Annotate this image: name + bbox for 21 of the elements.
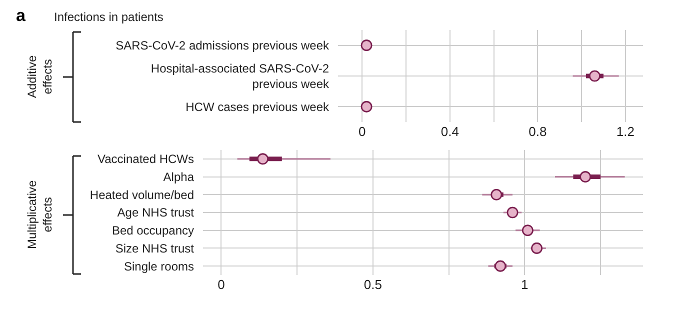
y-tick-label: HCW cases previous week (186, 100, 330, 114)
text: a (16, 6, 26, 25)
x-tick-label: 1.2 (616, 124, 634, 139)
y-tick-label: Heated volume/bed (90, 188, 194, 202)
y-tick-label: Size NHS trust (115, 241, 195, 256)
y-tick-label: Bed occupancy (112, 224, 194, 238)
y-tick-label: SARS-CoV-2 admissions previous week (116, 38, 330, 53)
y-tick-label: Vaccinated HCWs (98, 152, 194, 166)
x-tick-label: 0.5 (364, 277, 382, 292)
y-axis-title: Multiplicative effects (25, 180, 55, 249)
y-tick-label: Age NHS trust (117, 206, 195, 220)
x-tick-label: 1 (521, 277, 528, 292)
x-tick-label: 0.8 (528, 124, 547, 139)
x-tick-label: 0 (358, 124, 366, 139)
y-tick-label: Hospital-associated SARS-CoV-2 previous week (150, 61, 330, 91)
y-tick-label: Single rooms (124, 259, 194, 274)
x-tick-label: 0.4 (440, 124, 459, 139)
y-axis-title: Additive effects (25, 54, 55, 98)
text: Infections in patients (54, 10, 164, 24)
y-tick-label: Alpha (163, 170, 194, 184)
x-tick-label: 0 (218, 277, 225, 292)
